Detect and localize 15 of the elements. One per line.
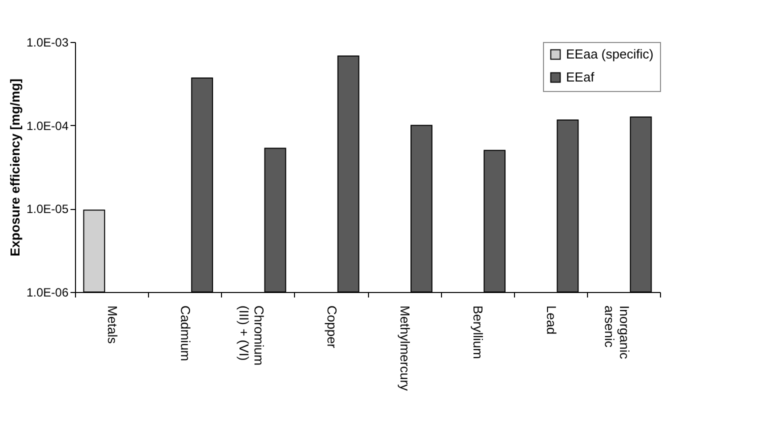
y-tick-label: 1.0E-06 xyxy=(26,286,69,300)
x-tick-label: Metals xyxy=(105,306,120,344)
y-tick-label: 1.0E-05 xyxy=(26,202,69,216)
legend-label: EEaf xyxy=(566,70,595,84)
x-tick-label: Cadmium xyxy=(178,306,194,362)
x-tick-label: Copper xyxy=(324,306,340,349)
x-tick-label: Inorganic arsenic xyxy=(602,306,632,360)
x-tick-label: Methylmercury xyxy=(398,306,413,392)
y-tick-label: 1.0E-03 xyxy=(26,36,69,50)
y-axis-title: Exposure efficiency [mg/mg] xyxy=(7,78,22,256)
x-tick-label: Chromium (III) + (VI) xyxy=(236,306,266,366)
x-tick-label: Beryllium xyxy=(470,306,486,359)
x-tick-label: Lead xyxy=(544,306,559,334)
y-tick-label: 1.0E-04 xyxy=(26,118,69,133)
legend-label: EEaa (specific) xyxy=(566,46,654,62)
